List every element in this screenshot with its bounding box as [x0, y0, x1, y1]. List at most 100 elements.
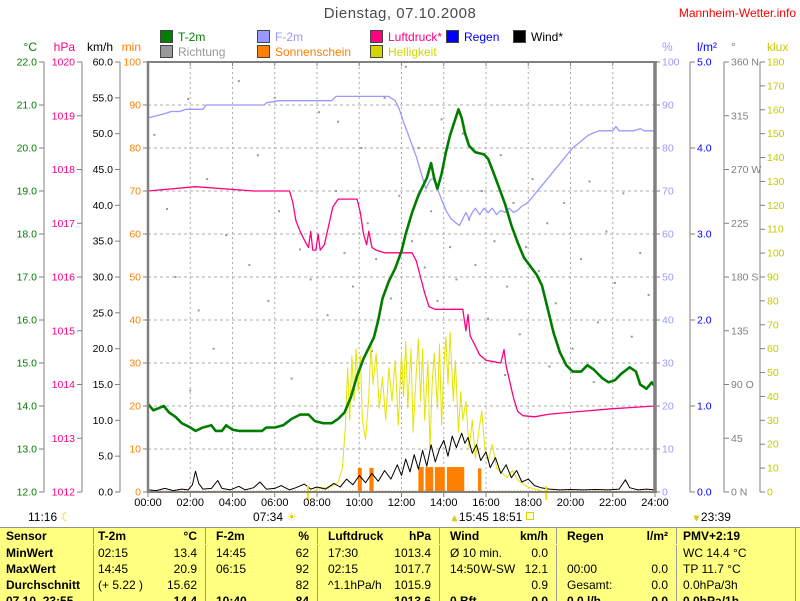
cell-time: 17:30: [328, 546, 359, 560]
col-name: T-2m: [98, 529, 127, 543]
cell-value: 0.9: [531, 578, 548, 592]
svg-text:10: 10: [129, 444, 141, 456]
cell-value: 14.4: [173, 594, 197, 601]
svg-text:130: 130: [767, 176, 785, 188]
table-cell: T-2m °C: [88, 528, 206, 544]
table-cell: Sensor: [0, 528, 94, 544]
svg-text:15.0: 15.0: [93, 379, 114, 391]
cell-time: 14:50: [450, 562, 481, 576]
table-cell: [557, 545, 677, 561]
axis-unit-lux: klux: [767, 40, 788, 54]
legend-swatch: [370, 45, 383, 58]
svg-text:100: 100: [123, 57, 141, 69]
col-unit: hPa: [408, 529, 431, 543]
svg-text:19.0: 19.0: [17, 186, 38, 198]
svg-text:60: 60: [129, 229, 141, 241]
legend-label: Wind*: [531, 30, 564, 44]
legend-swatch: [160, 45, 173, 58]
svg-text:80: 80: [662, 143, 674, 155]
cell-time: ^1.1hPa/h: [328, 578, 382, 592]
x-axis: 00:00 02:00 04:00 06:00 08:00 10:00 12:00 14:00…: [134, 62, 669, 509]
svg-text:80: 80: [767, 295, 779, 307]
col-name: Wind: [450, 529, 480, 543]
svg-text:160: 160: [767, 104, 785, 116]
series-Wind: [147, 432, 656, 492]
arrow-down-icon: ▼: [692, 513, 701, 523]
cell-value: 0.0: [651, 594, 668, 601]
table-cell: 82: [206, 577, 318, 593]
svg-text:18:00: 18:00: [514, 497, 542, 509]
table-cell: 14:45 20.9: [88, 561, 206, 577]
table-cell: 14:50 W-SW 12.1: [440, 561, 557, 577]
table-cell: MinWert: [0, 545, 94, 561]
svg-text:2.0: 2.0: [697, 315, 712, 327]
series-Helligkeit: [308, 331, 655, 493]
axis-direction: 360 N 315 270 W 225 180 S 135 90 O 45 0 N °: [723, 40, 761, 499]
table-cell: PMV+2:19: [677, 528, 796, 544]
svg-text:25.0: 25.0: [93, 307, 114, 319]
svg-text:16:00: 16:00: [472, 497, 500, 509]
svg-text:70: 70: [129, 186, 141, 198]
page-title: Dienstag, 07.10.2008: [323, 5, 477, 22]
svg-text:40: 40: [767, 391, 779, 403]
svg-text:150: 150: [767, 128, 785, 140]
brand-link[interactable]: Mannheim-Wetter.info: [678, 6, 796, 20]
col-name: F-2m: [216, 529, 245, 543]
svg-text:35.0: 35.0: [93, 236, 114, 248]
svg-text:1012: 1012: [52, 487, 76, 499]
table-row: Sensor T-2m °C F-2m% Luftdruck hPa Wind km/h Reg…: [0, 528, 800, 545]
cell-time: 14:45: [216, 546, 247, 560]
cell-value: 20.9: [173, 562, 197, 576]
svg-text:20:00: 20:00: [557, 497, 585, 509]
svg-text:14.0: 14.0: [17, 401, 38, 413]
cell-time: 0.0 l/h: [567, 594, 602, 601]
axis-pressure: 1020 1019 1018 1017 1016 1015 1014 1013 1012 hPa: [52, 40, 83, 499]
svg-text:40: 40: [129, 315, 141, 327]
cell-value: 82: [295, 578, 309, 592]
table-row: Durchschnitt (+ 5.22 ) 15.62 82 ^1.1hPa/h 101…: [0, 577, 800, 593]
legend-label: Richtung: [178, 45, 226, 59]
svg-text:20: 20: [129, 401, 141, 413]
svg-text:20: 20: [767, 439, 779, 451]
cell-value: 1015.9: [394, 578, 431, 592]
svg-text:225: 225: [731, 218, 749, 230]
cell-time: 10:40: [216, 594, 247, 601]
svg-text:04:00: 04:00: [219, 497, 247, 509]
svg-text:5.0: 5.0: [98, 451, 113, 463]
table-cell: F-2m%: [206, 528, 318, 544]
legend-swatch: [257, 45, 270, 58]
svg-text:20.0: 20.0: [17, 143, 38, 155]
svg-text:17.0: 17.0: [17, 272, 38, 284]
svg-text:0: 0: [767, 487, 773, 499]
table-cell: Durchschnitt: [0, 577, 94, 593]
table-cell: 0 Bft. 0.0: [440, 593, 557, 601]
cell-time: 14:45: [98, 562, 129, 576]
svg-text:90: 90: [767, 272, 779, 284]
table-cell: 02:15 13.4: [88, 545, 206, 561]
moonset-marker: ▼23:39: [692, 510, 731, 524]
corner-label: Sensor: [6, 529, 47, 543]
cell-value: 62: [295, 546, 309, 560]
cell-time: 02:15: [98, 546, 129, 560]
table-cell: Gesamt: 0.0: [557, 577, 677, 593]
svg-text:60.0: 60.0: [93, 57, 114, 69]
moon-icon: ☾: [60, 510, 72, 524]
svg-text:140: 140: [767, 152, 785, 164]
legend-label: Helligkeit: [388, 45, 437, 59]
legend-swatch: [257, 30, 270, 43]
axis-unit-wind: km/h: [87, 40, 113, 54]
sunrise-time: 07:34: [253, 510, 284, 524]
series-Richtung: [153, 65, 650, 392]
svg-text:10.0: 10.0: [93, 415, 114, 427]
legend-row-1: T-2m F-2m Luftdruck* Regen Wind*: [0, 30, 800, 44]
table-cell: WC 14.4 °C: [677, 545, 796, 561]
col-name: Luftdruck: [328, 529, 384, 543]
cell-value: 84: [295, 594, 309, 601]
cell-value: 15.62: [166, 578, 197, 592]
axis-unit-temp: °C: [24, 40, 38, 54]
svg-text:80: 80: [129, 143, 141, 155]
legend-swatch: [370, 30, 383, 43]
svg-text:18.0: 18.0: [17, 229, 38, 241]
table-cell: Ø 10 min. 0.0: [440, 545, 557, 561]
